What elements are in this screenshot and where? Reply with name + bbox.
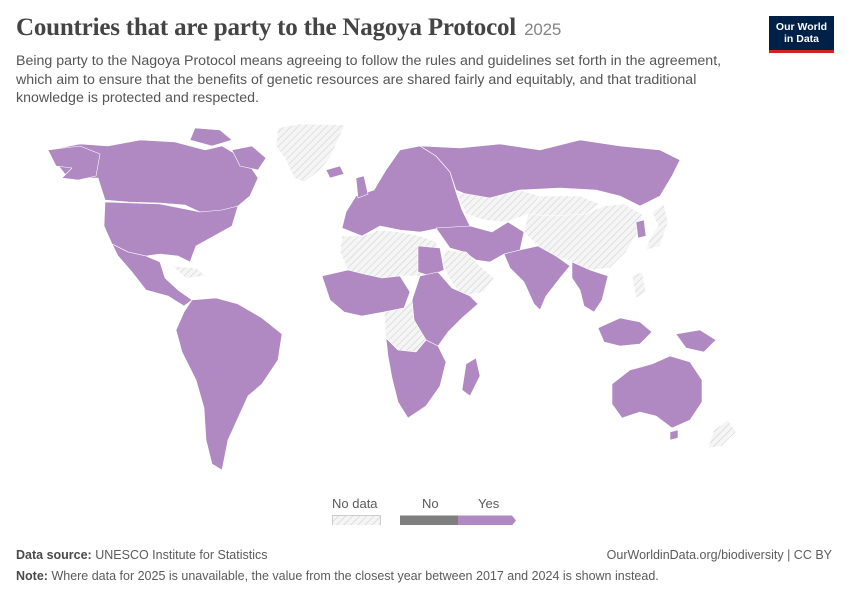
legend-swatch-no[interactable]: [400, 515, 458, 526]
chart-subtitle: Being party to the Nagoya Protocol means…: [16, 53, 722, 106]
south-america-shape[interactable]: [175, 297, 283, 471]
caribbean-shape[interactable]: [171, 265, 207, 279]
chart-title: Countries that are party to the Nagoya P…: [16, 14, 561, 42]
tasmania-shape[interactable]: [669, 429, 679, 441]
arctic-islands-shape[interactable]: [189, 127, 233, 147]
world-map[interactable]: [0, 118, 850, 488]
logo-line-1: Our World: [775, 21, 828, 33]
footer-url[interactable]: OurWorldinData.org/biodiversity | CC BY: [606, 548, 832, 562]
greenland-shape[interactable]: [275, 123, 346, 183]
source-text[interactable]: UNESCO Institute for Statistics: [95, 548, 268, 562]
title-text: Countries that are party to the Nagoya P…: [16, 14, 517, 41]
india-shape[interactable]: [503, 245, 571, 311]
legend-swatch-yes[interactable]: [458, 515, 516, 526]
legend-swatch-bar[interactable]: [400, 515, 520, 525]
legend-swatch-no-data[interactable]: [332, 515, 382, 525]
legend-label-no: No: [422, 496, 439, 511]
title-year: 2025: [524, 20, 562, 39]
australia-shape[interactable]: [611, 355, 703, 429]
southern-africa-shape[interactable]: [385, 337, 447, 419]
new-guinea-shape[interactable]: [675, 329, 717, 353]
owid-logo[interactable]: Our World in Data: [769, 16, 834, 53]
baffin-island-shape[interactable]: [231, 145, 267, 171]
madagascar-shape[interactable]: [461, 357, 481, 397]
source-label: Data source:: [16, 548, 92, 562]
japan-shape[interactable]: [645, 203, 669, 251]
map-legend: No data No Yes: [330, 496, 530, 536]
uk-shape[interactable]: [355, 175, 369, 199]
new-zealand-shape[interactable]: [707, 419, 737, 449]
russia-shape[interactable]: [419, 139, 681, 207]
legend-label-no-data: No data: [332, 496, 378, 511]
logo-line-2: in Data: [783, 33, 819, 45]
arabia-shape[interactable]: [441, 249, 495, 297]
footer-note: Note: Where data for 2025 is unavailable…: [16, 569, 659, 583]
alaska-shape[interactable]: [47, 145, 101, 181]
indonesia-shape[interactable]: [597, 317, 653, 347]
data-source: Data source: UNESCO Institute for Statis…: [16, 548, 268, 562]
note-text: Where data for 2025 is unavailable, the …: [51, 569, 659, 583]
korea-shape[interactable]: [635, 219, 647, 239]
egypt-shape[interactable]: [417, 245, 445, 277]
west-africa-shape[interactable]: [321, 269, 411, 317]
legend-label-yes: Yes: [478, 496, 500, 511]
philippines-shape[interactable]: [631, 271, 647, 299]
note-label: Note:: [16, 569, 48, 583]
iceland-shape[interactable]: [325, 165, 345, 179]
southeast-asia-shape[interactable]: [571, 261, 609, 313]
